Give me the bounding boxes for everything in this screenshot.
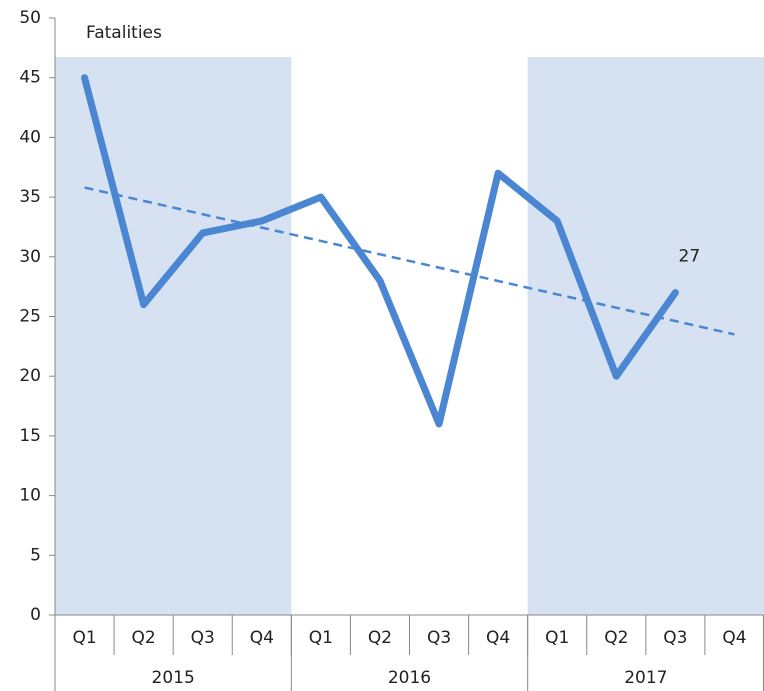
x-tick-label: Q3	[427, 628, 451, 648]
background	[55, 57, 764, 615]
y-tick-label: 45	[19, 68, 41, 88]
y-tick-label: 25	[19, 307, 41, 327]
y-tick-label: 40	[19, 127, 41, 147]
year-label: 2017	[624, 668, 667, 688]
x-tick-label: Q2	[368, 628, 392, 648]
year-shade	[55, 57, 292, 615]
y-tick-label: 10	[19, 486, 41, 506]
x-tick-label: Q1	[309, 628, 333, 648]
x-tick-label: Q3	[191, 628, 215, 648]
y-tick-label: 15	[19, 426, 41, 446]
y-tick-label: 5	[30, 545, 41, 565]
y-tick-label: 20	[19, 366, 41, 386]
x-tick-label: Q3	[663, 628, 687, 648]
x-tick-label: Q2	[132, 628, 156, 648]
y-tick-label: 50	[19, 8, 41, 28]
x-tick-label: Q1	[72, 628, 96, 648]
x-tick-label: Q4	[486, 628, 510, 648]
year-label: 2015	[152, 668, 195, 688]
year-label: 2016	[388, 668, 431, 688]
y-tick-label: 35	[19, 187, 41, 207]
trend-line	[84, 186, 735, 336]
y-tick-label: 0	[30, 605, 41, 625]
data-label: 27	[679, 247, 701, 267]
x-tick-label: Q4	[722, 628, 746, 648]
x-tick-label: Q1	[545, 628, 569, 648]
chart-title: Fatalities	[86, 23, 162, 43]
data-line	[81, 74, 679, 428]
y-tick-label: 30	[19, 247, 41, 267]
x-tick-label: Q2	[604, 628, 628, 648]
x-tick-label: Q4	[250, 628, 274, 648]
